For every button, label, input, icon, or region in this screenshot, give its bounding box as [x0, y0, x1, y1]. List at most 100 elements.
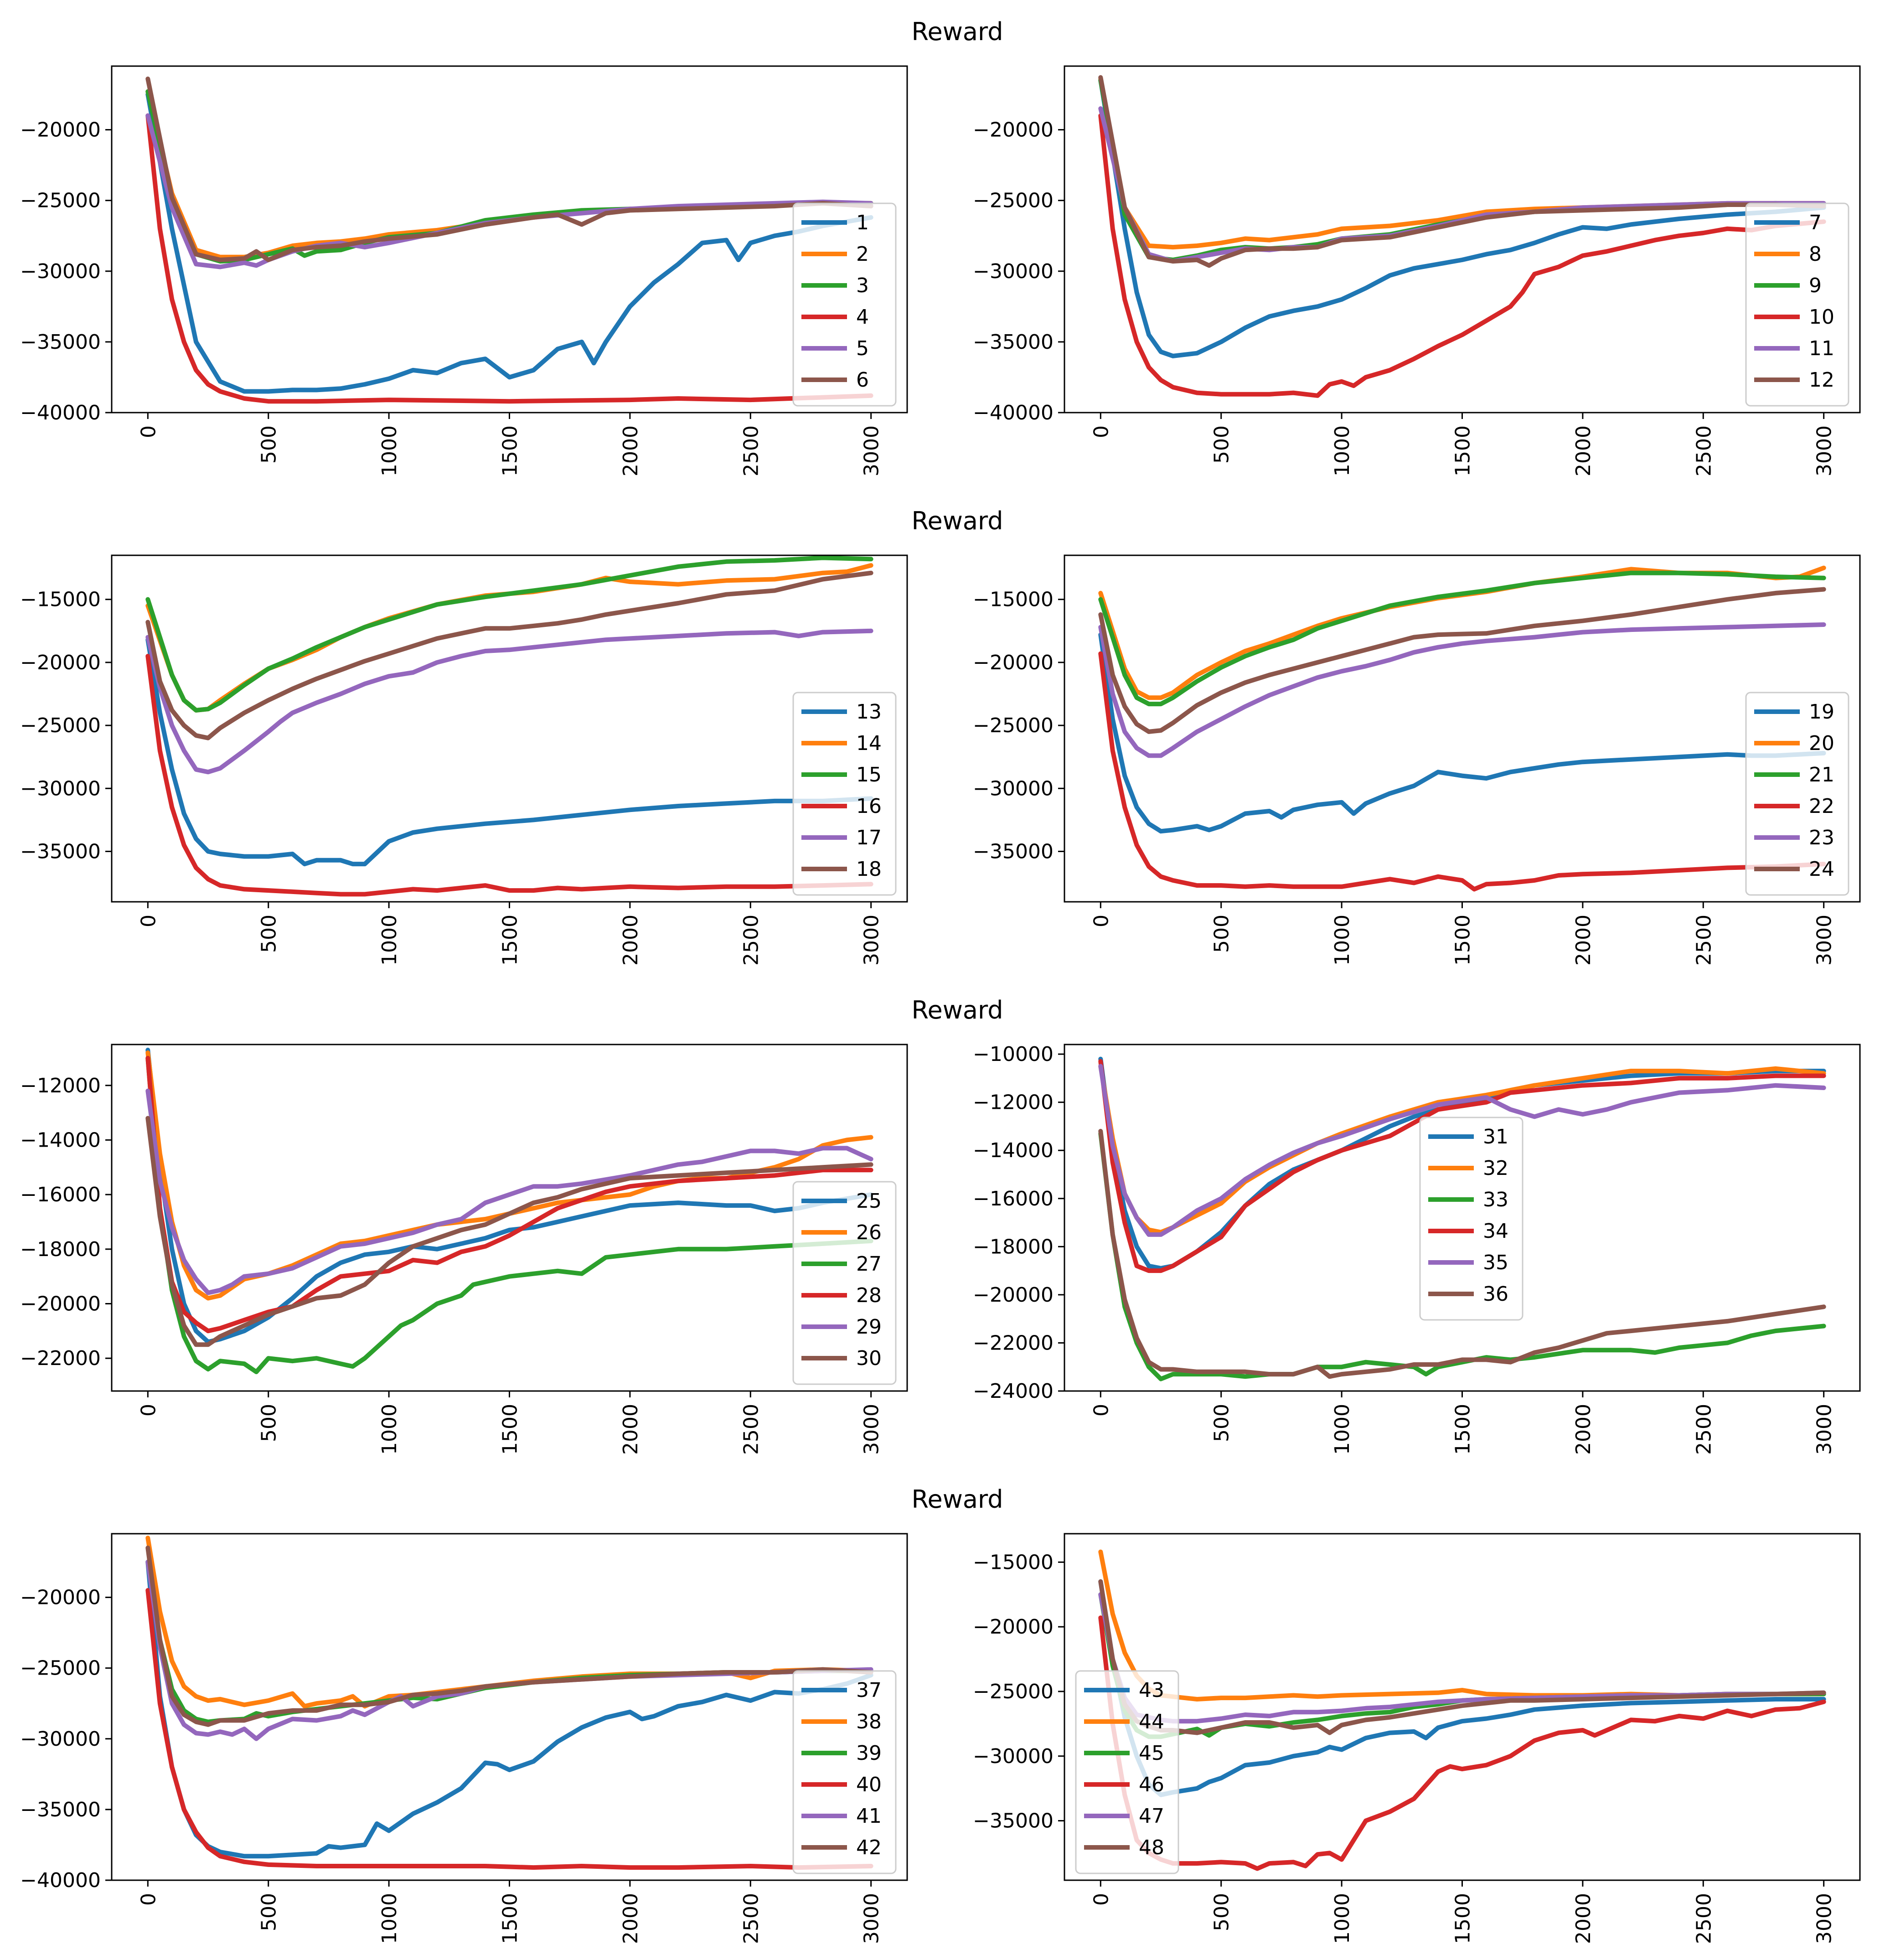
x-tick-label: 2000	[1572, 915, 1595, 966]
series-line-10	[1098, 113, 1826, 398]
y-tick-label: −20000	[20, 1293, 101, 1316]
x-tick-label: 1000	[1331, 1893, 1354, 1944]
legend-label: 19	[1809, 700, 1834, 724]
y-tick-label: −30000	[973, 777, 1054, 800]
y-tick-label: −30000	[973, 1745, 1054, 1768]
y-tick-label: −24000	[973, 1380, 1054, 1403]
series-line-31	[1098, 1056, 1826, 1271]
series-line-27	[145, 1055, 873, 1375]
y-tick-label: −30000	[20, 777, 101, 800]
x-tick-label: 2000	[1572, 1404, 1595, 1455]
legend-label: 45	[1139, 1742, 1164, 1765]
y-tick-label: −20000	[20, 1586, 101, 1609]
legend-label: 16	[856, 795, 882, 818]
y-tick-label: −25000	[20, 189, 101, 212]
legend-label: 8	[1809, 243, 1822, 266]
series-line-35	[1098, 1064, 1826, 1237]
series-line-6	[145, 76, 873, 262]
series-line-5	[145, 113, 873, 269]
x-tick-label: 3000	[860, 1404, 883, 1455]
y-tick-label: −10000	[973, 1043, 1054, 1066]
series-line-28	[145, 1055, 873, 1334]
series-line-12	[1098, 75, 1826, 268]
legend-label: 17	[856, 826, 882, 849]
y-tick-label: −25000	[20, 1657, 101, 1680]
series-line-19	[1098, 632, 1826, 834]
x-tick-label: 500	[1210, 1893, 1234, 1931]
x-tick-label: 500	[258, 1404, 281, 1442]
x-tick-label: 3000	[860, 425, 883, 476]
x-tick-label: 1000	[378, 425, 401, 476]
y-tick-label: −30000	[973, 260, 1054, 283]
y-tick-label: −25000	[20, 714, 101, 737]
legend-label: 39	[856, 1742, 882, 1765]
x-tick-label: 3000	[1813, 915, 1836, 966]
legend-label: 43	[1139, 1679, 1164, 1702]
legend-label: 46	[1139, 1773, 1164, 1796]
x-tick-label: 1500	[499, 1893, 522, 1944]
row-title: Reward	[911, 996, 1003, 1024]
legend-label: 23	[1809, 826, 1834, 849]
y-tick-label: −25000	[973, 189, 1054, 212]
y-tick-label: −16000	[973, 1187, 1054, 1210]
y-tick-label: −15000	[973, 1551, 1054, 1574]
series-line-4	[145, 113, 873, 404]
x-tick-label: 3000	[860, 915, 883, 966]
chart-5: 0 500 1000 1500 2000 2500 3000 −22000 −20000 −180…	[20, 1044, 908, 1455]
y-tick-label: −25000	[973, 714, 1054, 737]
legend-label: 33	[1483, 1188, 1508, 1211]
y-tick-label: −35000	[973, 840, 1054, 863]
series-line-29	[145, 1088, 873, 1295]
legend-label: 2	[856, 243, 869, 266]
x-tick-label: 3000	[860, 1893, 883, 1944]
legend-label: 44	[1139, 1710, 1164, 1733]
series-line-24	[1098, 587, 1826, 734]
x-tick-label: 1000	[1331, 915, 1354, 966]
x-tick-label: 3000	[1813, 1893, 1836, 1944]
series-line-40	[145, 1588, 873, 1870]
series-line-37	[145, 1560, 873, 1859]
x-tick-label: 1500	[1451, 915, 1475, 966]
x-tick-label: 2500	[1692, 1893, 1715, 1944]
chart-1: 0 500 1000 1500 2000 2500 3000 −40000 −35000 −300…	[20, 65, 908, 476]
y-tick-label: −30000	[20, 1727, 101, 1751]
y-tick-label: −15000	[973, 588, 1054, 611]
series-line-34	[1098, 1059, 1826, 1273]
series-line-17	[145, 628, 873, 775]
y-tick-label: −16000	[20, 1183, 101, 1206]
y-tick-label: −30000	[20, 260, 101, 283]
x-tick-label: 0	[137, 425, 160, 438]
x-tick-label: 3000	[1813, 425, 1836, 476]
series-line-15	[145, 555, 873, 713]
y-tick-label: −20000	[973, 1283, 1054, 1307]
legend-label: 13	[856, 700, 882, 724]
x-tick-label: 500	[1210, 915, 1234, 953]
series-line-25	[145, 1048, 873, 1345]
row-title: Reward	[911, 1485, 1003, 1514]
y-tick-label: −40000	[973, 401, 1054, 424]
y-tick-label: −20000	[20, 119, 101, 142]
y-tick-label: −35000	[20, 840, 101, 863]
series-line-30	[145, 1116, 873, 1347]
row-title: Reward	[911, 507, 1003, 535]
x-tick-label: 500	[258, 1893, 281, 1931]
x-tick-label: 1500	[499, 915, 522, 966]
x-tick-label: 2500	[739, 425, 763, 476]
legend-label: 22	[1809, 795, 1834, 818]
legend-label: 14	[856, 732, 882, 755]
x-tick-label: 1000	[378, 915, 401, 966]
x-tick-label: 0	[137, 1404, 160, 1417]
y-tick-label: −35000	[20, 1798, 101, 1821]
legend-label: 4	[856, 305, 869, 329]
series-line-1	[145, 92, 873, 394]
chart-7: 0 500 1000 1500 2000 2500 3000 −40000 −35000 −300…	[20, 1533, 908, 1944]
y-tick-label: −35000	[20, 331, 101, 354]
y-tick-label: −20000	[973, 119, 1054, 142]
x-tick-label: 2500	[1692, 915, 1715, 966]
x-tick-label: 1500	[1451, 1404, 1475, 1455]
x-tick-label: 1500	[1451, 1893, 1475, 1944]
x-tick-label: 0	[1090, 1404, 1113, 1417]
charts-layer: 0 500 1000 1500 2000 2500 3000−40000−35000−300…	[20, 65, 1861, 1944]
x-tick-label: 1000	[1331, 1404, 1354, 1455]
legend-label: 10	[1809, 305, 1834, 329]
